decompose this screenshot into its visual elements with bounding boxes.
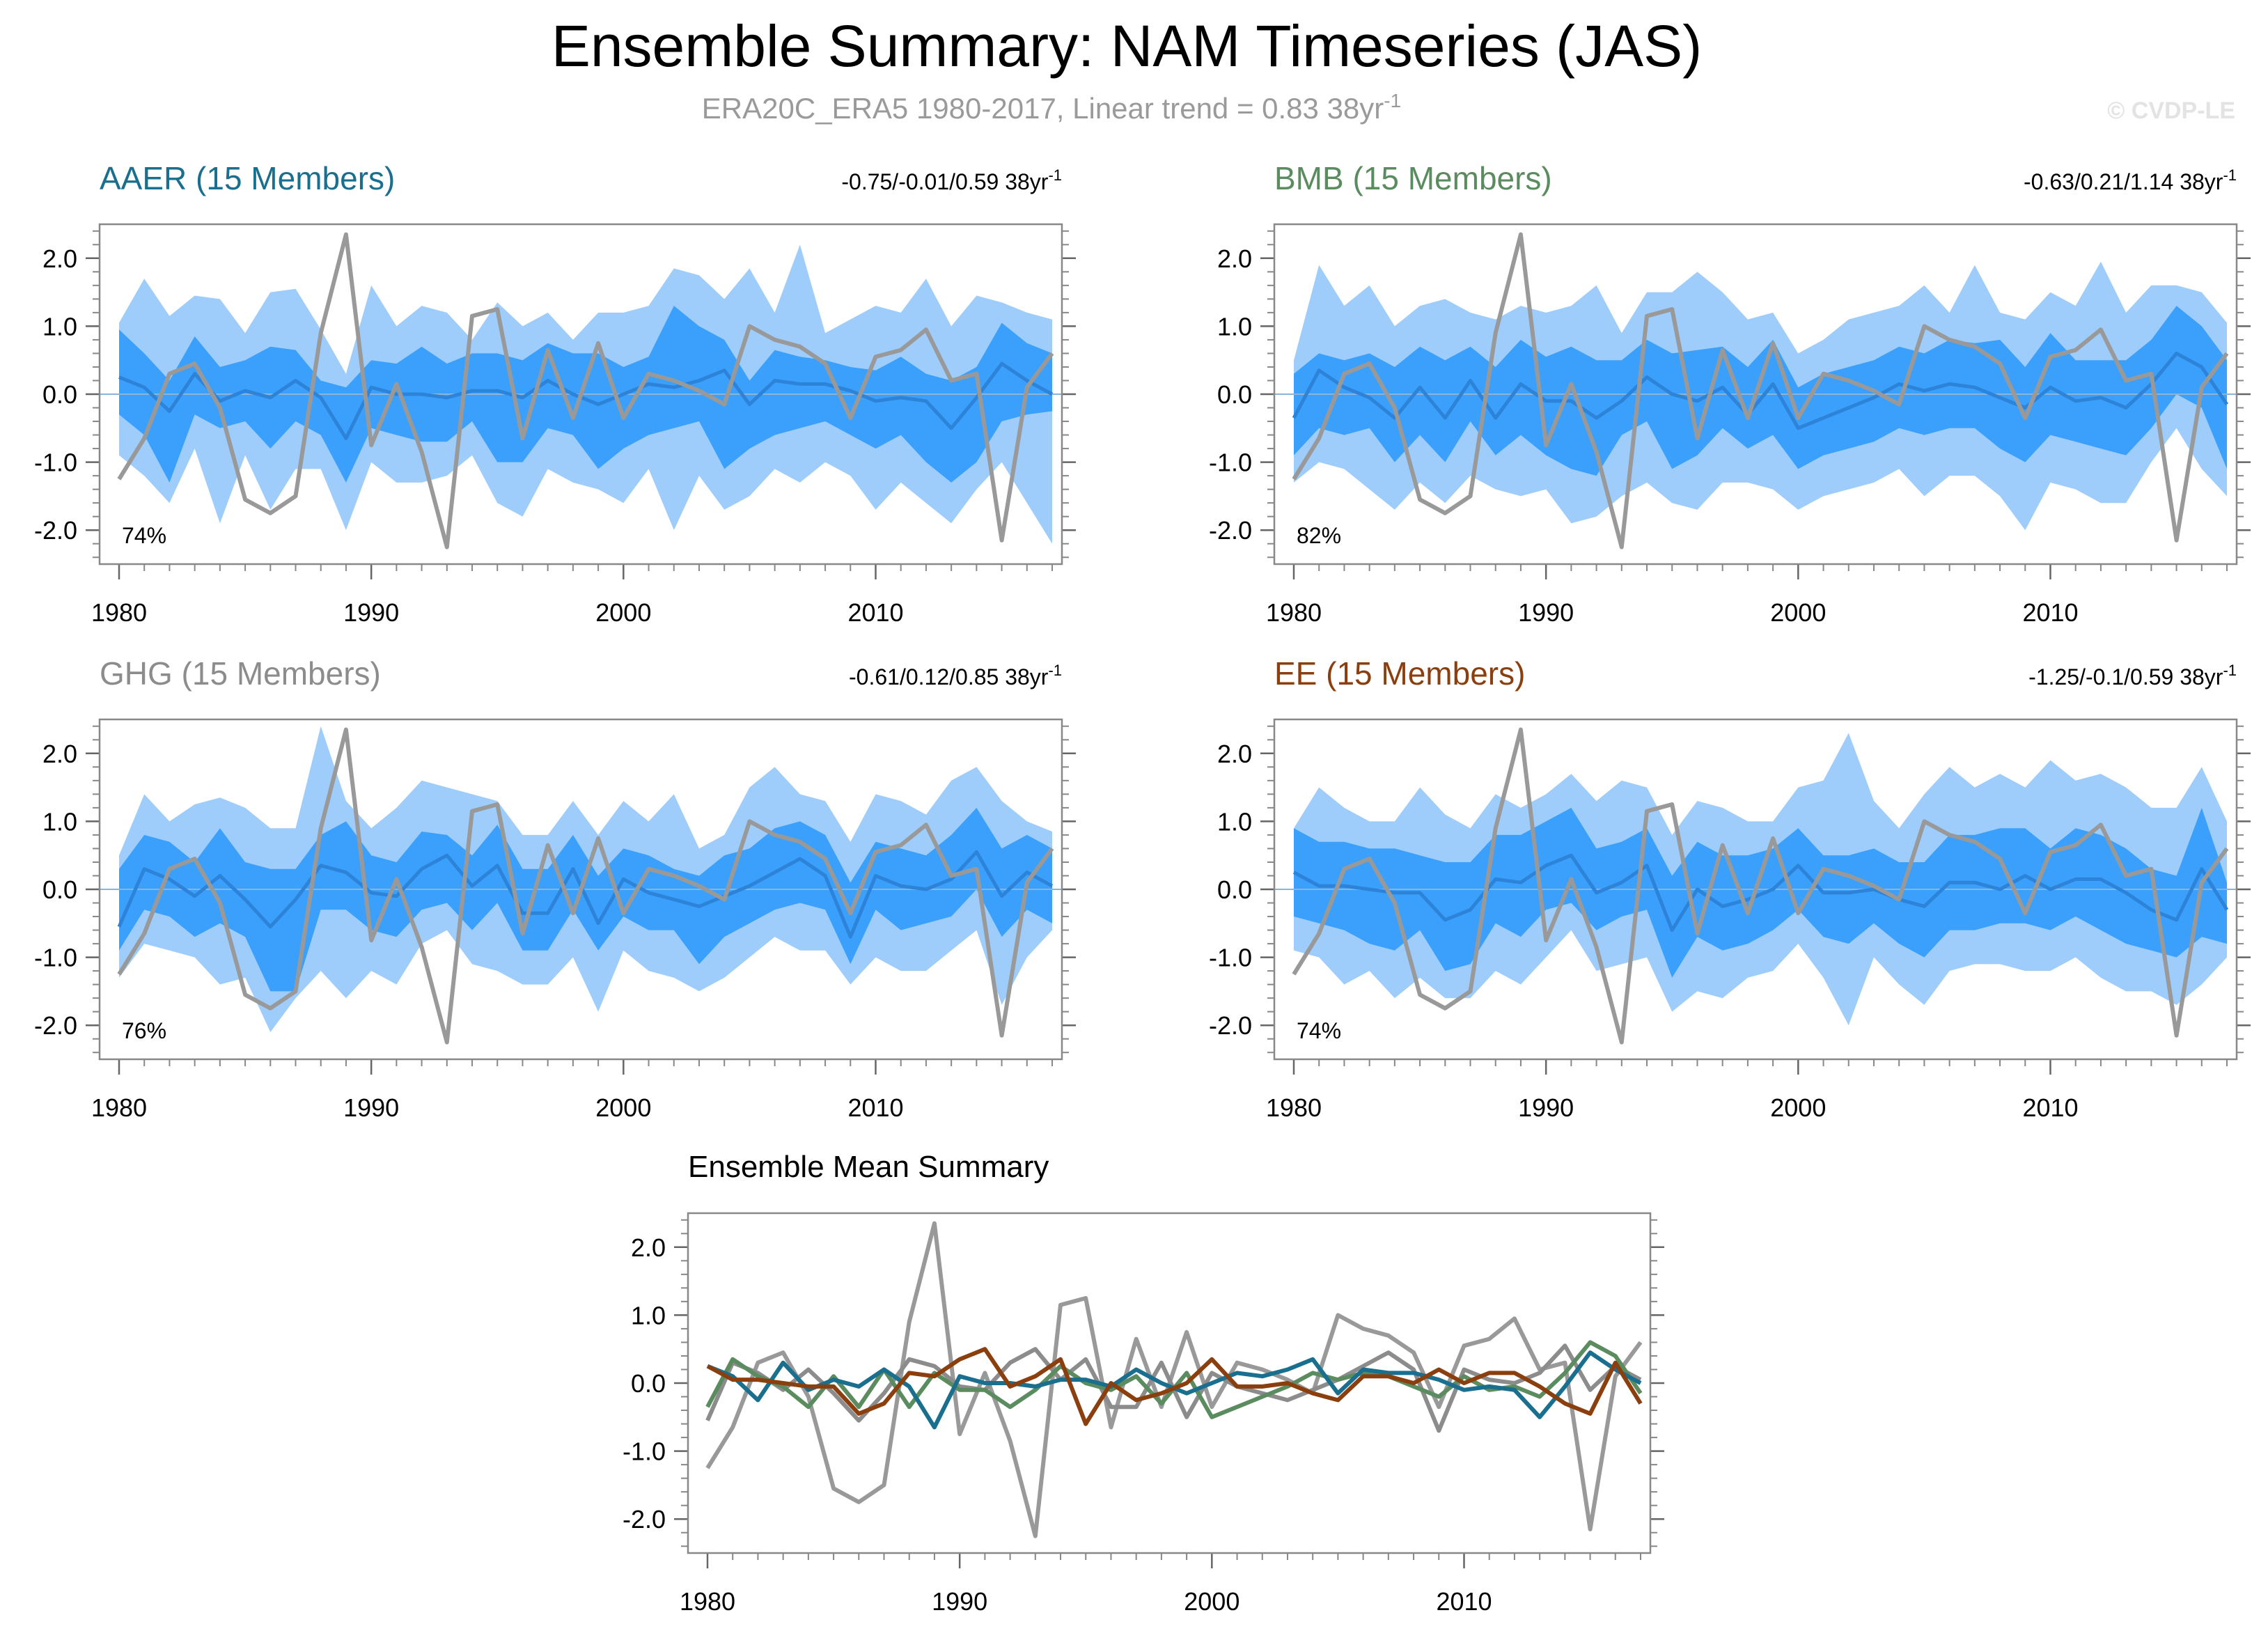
panel-ee: 2.0 1.0 0.0 -1.0 -2.0 1980 1990 2000 2010 EE (15 … — [1209, 655, 2251, 1122]
watermark: © CVDP-LE — [2107, 98, 2235, 124]
x-tick-label: 2010 — [1436, 1587, 1492, 1616]
y-tick-label: -1.0 — [1209, 944, 1252, 972]
summary-title: Ensemble Mean Summary — [688, 1150, 1049, 1184]
observed-line — [1292, 727, 2229, 1045]
x-tick-label: 1990 — [1518, 1093, 1574, 1122]
figure-title: Ensemble Summary: NAM Timeseries (JAS) — [552, 13, 1702, 79]
y-tick-label: 2.0 — [1217, 740, 1252, 768]
x-tick-label: 2000 — [1770, 598, 1826, 627]
x-tick-label: 2010 — [2022, 1093, 2078, 1122]
trend-text: -0.63/0.21/1.14 38yr — [2024, 169, 2223, 194]
panel-ghg: 2.0 1.0 0.0 -1.0 -2.0 1980 1990 2000 2010 GHG (15… — [34, 655, 1076, 1122]
percent-label: 82% — [1297, 523, 1341, 548]
y-tick-label: 2.0 — [42, 740, 77, 768]
y-tick-label: -1.0 — [623, 1437, 666, 1466]
x-tick-label: 1980 — [1266, 598, 1322, 627]
x-tick-label: 1980 — [91, 598, 147, 627]
panel-trend: -0.63/0.21/1.14 38yr-1 — [2024, 166, 2237, 194]
panel-title: GHG (15 Members) — [100, 655, 381, 692]
y-tick-label: -2.0 — [1209, 1011, 1252, 1040]
y-tick-label: -2.0 — [34, 516, 77, 545]
observed-line — [117, 232, 1054, 549]
summary-mean-line-ee — [706, 1347, 1643, 1426]
panel-aaer: 2.0 1.0 0.0 -1.0 -2.0 1980 1990 2000 2010 AAER (1… — [34, 160, 1076, 627]
y-tick-label: 2.0 — [1217, 244, 1252, 273]
plot-frame — [1273, 718, 2238, 1061]
y-tick-label: 0.0 — [42, 875, 77, 904]
panel-trend: -1.25/-0.1/0.59 38yr-1 — [2028, 662, 2237, 689]
panel-bmb: 2.0 1.0 0.0 -1.0 -2.0 1980 1990 2000 2010 BMB (15… — [1209, 160, 2251, 627]
percent-label: 74% — [122, 523, 166, 548]
panel-trend: -0.75/-0.01/0.59 38yr-1 — [841, 166, 1062, 194]
x-tick-label: 2000 — [595, 1093, 651, 1122]
observed-line — [117, 727, 1054, 1045]
x-tick-label: 1990 — [1518, 598, 1574, 627]
x-tick-label: 1990 — [343, 598, 399, 627]
panel-trend: -0.61/0.12/0.85 38yr-1 — [849, 662, 1062, 689]
y-tick-label: 1.0 — [42, 807, 77, 836]
trend-superscript: -1 — [1048, 166, 1062, 184]
x-tick-label: 1990 — [932, 1587, 987, 1616]
y-tick-label: -1.0 — [34, 944, 77, 972]
x-tick-label: 1980 — [680, 1587, 735, 1616]
percent-label: 74% — [1297, 1018, 1341, 1043]
y-tick-label: 1.0 — [631, 1301, 666, 1329]
figure-subtitle: ERA20C_ERA5 1980-2017, Linear trend = 0.… — [702, 90, 1401, 125]
plot-frame — [98, 718, 1063, 1061]
x-tick-label: 1980 — [1266, 1093, 1322, 1122]
x-tick-label: 2010 — [2022, 598, 2078, 627]
x-tick-label: 1980 — [91, 1093, 147, 1122]
panel-ensemble-mean-summary: 2.0 1.0 0.0 -1.0 -2.0 1980 1990 2000 2010 Ensembl… — [623, 1150, 1664, 1616]
y-tick-label: -1.0 — [1209, 448, 1252, 477]
y-tick-label: -1.0 — [34, 448, 77, 477]
x-tick-label: 2000 — [595, 598, 651, 627]
x-tick-label: 2010 — [847, 598, 903, 627]
ensemble-mean-line — [118, 361, 1054, 440]
trend-text: -1.25/-0.1/0.59 38yr — [2028, 664, 2223, 689]
trend-superscript: -1 — [2223, 166, 2237, 184]
observed-line — [1292, 232, 2229, 549]
percent-label: 76% — [122, 1018, 166, 1043]
panel-title: EE (15 Members) — [1274, 655, 1525, 692]
y-tick-label: 1.0 — [42, 312, 77, 341]
y-tick-label: 1.0 — [1217, 807, 1252, 836]
y-tick-label: -2.0 — [623, 1505, 666, 1534]
x-tick-label: 2010 — [847, 1093, 903, 1122]
y-tick-label: 0.0 — [42, 380, 77, 409]
plot-frame — [98, 223, 1063, 566]
trend-text: -0.61/0.12/0.85 38yr — [849, 664, 1049, 689]
y-tick-label: 0.0 — [631, 1369, 666, 1398]
panel-title: AAER (15 Members) — [100, 160, 395, 196]
x-tick-label: 2000 — [1770, 1093, 1826, 1122]
y-tick-label: 0.0 — [1217, 380, 1252, 409]
observed-line — [705, 1221, 1643, 1538]
y-tick-label: 2.0 — [42, 244, 77, 273]
x-tick-label: 2000 — [1184, 1587, 1239, 1616]
inner-spread-band — [1294, 306, 2227, 476]
ensemble-mean-line — [1292, 853, 2229, 933]
trend-text: -0.75/-0.01/0.59 38yr — [841, 169, 1048, 194]
y-tick-label: -2.0 — [1209, 516, 1252, 545]
panel-title: BMB (15 Members) — [1274, 160, 1552, 196]
trend-superscript: -1 — [1048, 662, 1062, 679]
plot-frame — [687, 1212, 1652, 1554]
ensemble-mean-line — [1292, 351, 2229, 430]
plot-frame — [1273, 223, 2238, 566]
y-tick-label: 1.0 — [1217, 312, 1252, 341]
ensemble-mean-line — [117, 850, 1054, 939]
trend-superscript: -1 — [2223, 662, 2237, 679]
x-tick-label: 1990 — [343, 1093, 399, 1122]
y-tick-label: 2.0 — [631, 1233, 666, 1262]
y-tick-label: -2.0 — [34, 1011, 77, 1040]
y-tick-label: 0.0 — [1217, 875, 1252, 904]
